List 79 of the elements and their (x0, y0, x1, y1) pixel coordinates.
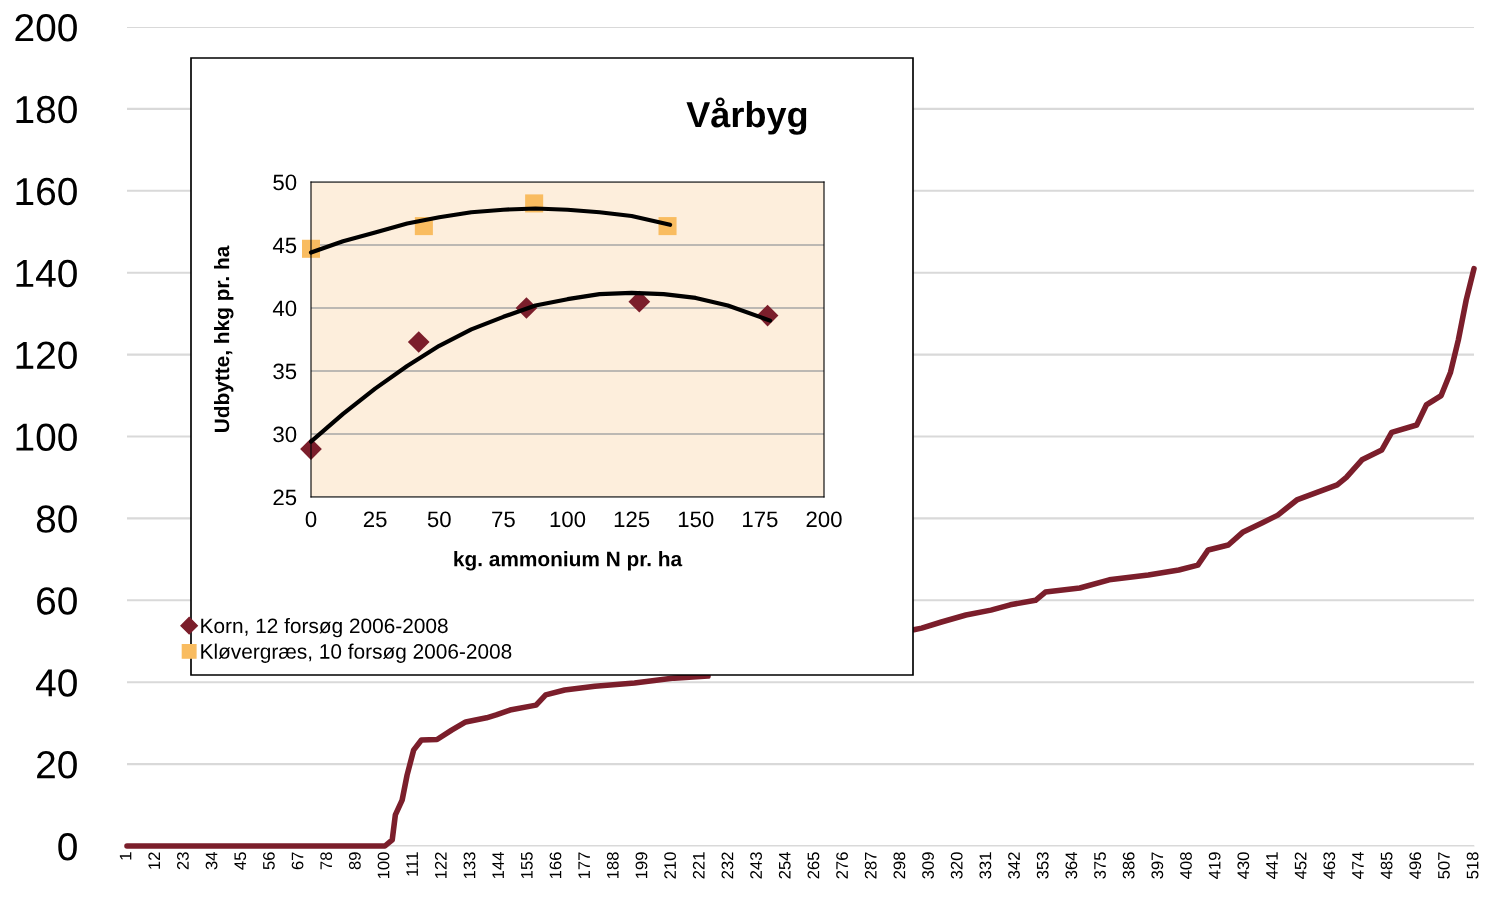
y-tick-label: 30 (273, 426, 297, 443)
point (407, 331, 430, 353)
x-tick-label: 122 (434, 852, 447, 879)
x-tick-label: 298 (893, 852, 906, 879)
x-tick-label: 309 (922, 852, 934, 879)
x-tick-label: 25 (363, 511, 387, 528)
x-tick-label: 89 (348, 852, 361, 870)
x-tick-label: 175 (743, 511, 778, 528)
x-tick-label: 150 (678, 511, 714, 528)
y-tick-label: 120 (16, 341, 77, 370)
y-tick-label: 160 (16, 177, 77, 206)
x-tick-label: 177 (578, 852, 590, 879)
x-tick-label: 254 (778, 852, 791, 879)
x-tick-label: 364 (1065, 852, 1078, 879)
y-tick-label: 25 (273, 489, 297, 506)
x-tick-label: 50 (427, 511, 451, 528)
x-tick-label: 342 (1008, 852, 1020, 879)
x-tick-label: 111 (406, 852, 418, 876)
y-tick-label: 200 (15, 13, 77, 42)
x-tick-label: 75 (492, 511, 515, 528)
x-tick-label: 507 (1438, 852, 1450, 879)
x-tick-label: 0 (305, 511, 317, 528)
y-axis-title: Udbytte, hkg pr. ha (214, 245, 234, 432)
x-tick-label: 67 (291, 852, 304, 870)
x-tick-label: 474 (1352, 852, 1364, 879)
x-tick-label: 188 (606, 852, 619, 879)
x-tick-label: 331 (979, 852, 992, 879)
y-tick-label: 100 (16, 423, 77, 451)
x-tick-label: 276 (836, 852, 848, 879)
x-tick-label: 265 (807, 852, 820, 879)
x-tick-label: 144 (492, 852, 504, 879)
x-tick-label: 320 (950, 852, 963, 879)
y-tick-label: 45 (272, 237, 297, 254)
x-tick-label: 452 (1294, 852, 1307, 879)
x-tick-label: 463 (1323, 852, 1336, 879)
legend-label: Korn, 12 forsøg 2006-2008 (201, 617, 448, 638)
x-tick-label: 232 (721, 852, 734, 879)
x-tick-label: 1 (119, 852, 132, 860)
x-tick-label: 78 (320, 852, 333, 870)
x-tick-label: 386 (1122, 852, 1135, 879)
x-tick-label: 133 (463, 852, 476, 879)
y-tick-label: 20 (37, 751, 77, 779)
x-tick-label: 155 (521, 852, 533, 879)
x-tick-label: 166 (549, 852, 562, 879)
x-tick-label: 45 (234, 852, 247, 870)
x-tick-label: 408 (1180, 852, 1192, 879)
y-tick-label: 180 (16, 95, 77, 124)
x-tick-label: 200 (806, 511, 842, 528)
x-tick-label: 210 (664, 852, 677, 879)
y-tick-label: 50 (273, 174, 297, 191)
y-tick-label: 40 (36, 669, 77, 697)
x-tick-label: 199 (635, 852, 648, 879)
y-tick-label: 60 (37, 587, 77, 615)
x-tick-label: 496 (1409, 852, 1422, 879)
x-tick-label: 100 (550, 511, 586, 528)
legend-label: Kløvergræs, 10 forsøg 2006-2008 (201, 643, 512, 663)
x-tick-label: 518 (1466, 852, 1479, 879)
y-tick-label: 140 (16, 259, 77, 288)
chart-title: Vårbyg (686, 97, 807, 135)
x-tick-label: 441 (1266, 852, 1278, 879)
x-tick-label: 125 (614, 511, 650, 528)
y-tick-label: 35 (273, 363, 297, 380)
x-tick-label: 23 (176, 852, 189, 870)
x-tick-label: 100 (377, 852, 390, 879)
x-tick-label: 485 (1380, 852, 1393, 879)
x-tick-label: 12 (148, 852, 160, 869)
x-tick-label: 430 (1237, 852, 1250, 879)
x-tick-label: 34 (205, 852, 218, 870)
x-tick-label: 243 (750, 852, 762, 879)
y-tick-label: 40 (272, 300, 297, 317)
x-tick-label: 353 (1036, 852, 1049, 879)
x-tick-label: 56 (262, 852, 275, 870)
y-tick-label: 80 (36, 505, 77, 533)
x-axis-title: kg. ammonium N pr. ha (454, 551, 683, 571)
x-tick-label: 221 (692, 852, 705, 879)
x-tick-label: 287 (864, 852, 877, 879)
x-tick-label: 375 (1094, 852, 1106, 879)
x-tick-label: 419 (1208, 852, 1221, 879)
x-tick-label: 397 (1151, 852, 1164, 879)
